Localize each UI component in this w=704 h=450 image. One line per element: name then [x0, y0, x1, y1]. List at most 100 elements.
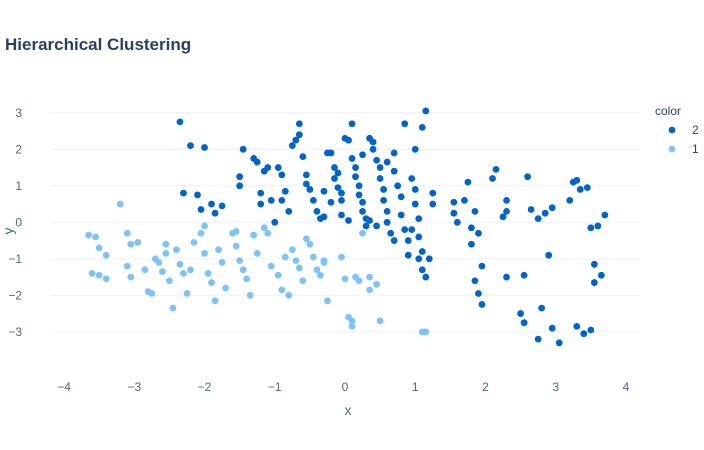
- data-point: [274, 164, 282, 171]
- data-point: [597, 271, 605, 279]
- data-point: [201, 222, 208, 230]
- data-point: [527, 206, 535, 213]
- legend-title: color: [655, 104, 681, 118]
- data-point: [468, 224, 475, 232]
- data-point: [383, 218, 391, 226]
- data-point: [162, 249, 170, 257]
- data-point: [327, 198, 335, 206]
- data-point: [166, 277, 173, 285]
- data-point: [260, 224, 268, 232]
- data-point: [218, 202, 226, 210]
- data-point: [492, 165, 500, 173]
- data-point: [376, 317, 384, 325]
- data-point: [541, 209, 549, 217]
- data-point: [545, 251, 553, 259]
- data-point: [95, 244, 103, 252]
- data-point: [267, 197, 275, 204]
- data-point: [355, 277, 363, 285]
- data-point: [281, 253, 289, 261]
- data-point: [450, 198, 458, 206]
- data-point: [257, 189, 265, 197]
- data-point: [123, 262, 131, 270]
- data-point: [503, 207, 510, 215]
- data-point: [461, 197, 468, 204]
- data-point: [352, 173, 359, 181]
- data-point: [327, 149, 335, 157]
- data-point: [429, 200, 437, 208]
- data-point: [169, 304, 177, 312]
- data-point: [208, 200, 215, 208]
- data-point: [468, 240, 475, 248]
- data-point: [313, 266, 321, 274]
- data-point: [408, 175, 416, 182]
- legend-label: 2: [692, 123, 699, 137]
- data-point: [369, 145, 377, 153]
- data-point: [422, 107, 430, 115]
- legend-marker: [668, 145, 676, 153]
- data-point: [197, 206, 205, 213]
- legend-item-1[interactable]: 1: [668, 142, 699, 156]
- x-tick-label: −2: [198, 380, 212, 394]
- data-point: [302, 171, 310, 179]
- data-point: [190, 238, 198, 246]
- x-tick-label: 2: [482, 380, 489, 394]
- data-point: [338, 211, 345, 219]
- legend-label: 1: [692, 142, 699, 156]
- data-point: [85, 231, 93, 239]
- data-point: [345, 217, 352, 224]
- data-point: [397, 193, 405, 201]
- data-point: [102, 251, 110, 259]
- y-tick-label: −1: [8, 252, 22, 266]
- legend-item-2[interactable]: 2: [668, 123, 699, 137]
- data-point: [359, 207, 366, 215]
- data-point: [404, 251, 412, 259]
- data-point: [429, 189, 437, 197]
- data-point: [239, 145, 247, 153]
- data-point: [373, 156, 381, 164]
- data-point: [299, 153, 307, 160]
- data-point: [359, 229, 366, 237]
- data-point: [239, 266, 247, 274]
- data-point: [555, 339, 563, 347]
- data-point: [320, 257, 328, 265]
- data-point: [127, 273, 135, 281]
- data-point: [292, 257, 300, 265]
- data-point: [187, 142, 194, 150]
- data-point: [366, 273, 373, 281]
- data-point: [587, 224, 595, 232]
- data-point: [236, 173, 244, 181]
- data-point: [387, 229, 395, 237]
- data-point: [208, 279, 215, 286]
- y-tick-label: 2: [15, 142, 22, 156]
- data-point: [345, 136, 352, 144]
- data-point: [422, 328, 430, 336]
- data-point: [278, 197, 286, 204]
- data-point: [394, 182, 402, 190]
- data-point: [418, 248, 426, 255]
- data-point: [411, 200, 419, 208]
- data-point: [309, 253, 317, 261]
- data-point: [274, 271, 282, 279]
- y-tick-labels: −3 −2 −1 0 1 2 3: [8, 106, 22, 339]
- data-point: [503, 197, 510, 204]
- data-point: [352, 164, 359, 171]
- data-point: [180, 270, 187, 277]
- data-point: [338, 253, 345, 261]
- data-point: [418, 123, 426, 131]
- data-point: [548, 324, 556, 332]
- data-point: [95, 271, 103, 279]
- data-point: [401, 226, 409, 234]
- legend[interactable]: color 2 1: [655, 104, 699, 156]
- data-point: [411, 145, 419, 153]
- data-point: [243, 275, 251, 283]
- data-point: [302, 235, 310, 243]
- data-point: [376, 175, 384, 182]
- y-tick-label: −3: [8, 325, 22, 339]
- data-point: [162, 240, 170, 248]
- data-point: [302, 180, 310, 188]
- data-point: [292, 136, 300, 144]
- data-point: [338, 197, 345, 204]
- data-point: [348, 322, 356, 330]
- data-point: [295, 120, 303, 128]
- data-point: [116, 200, 124, 208]
